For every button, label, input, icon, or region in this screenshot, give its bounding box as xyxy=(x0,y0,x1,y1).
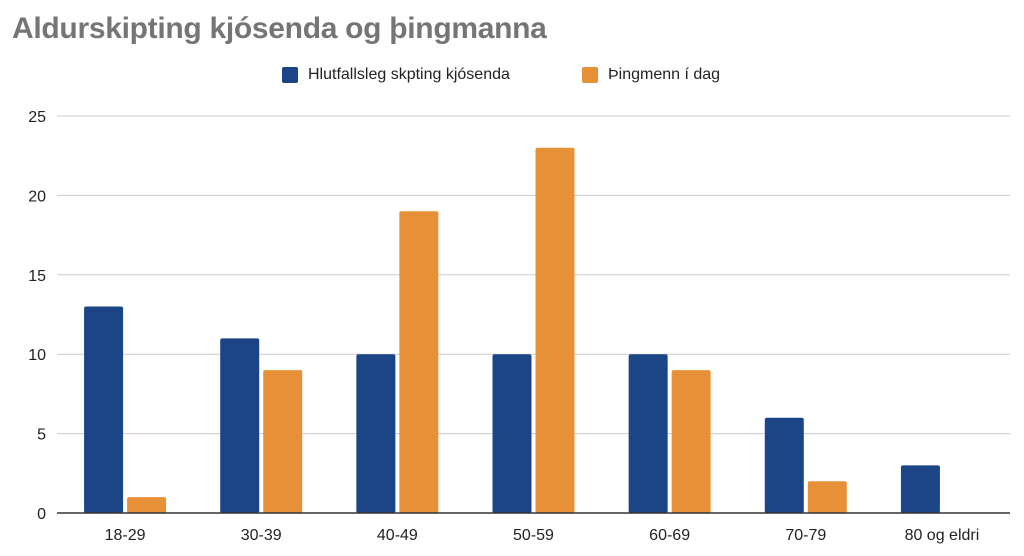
bar-mps-50-59[interactable] xyxy=(535,147,575,513)
bar-mps-30-39[interactable] xyxy=(263,370,303,513)
legend-swatch-mps xyxy=(582,67,598,83)
y-tick-label-15: 15 xyxy=(28,268,46,285)
bar-voters-18-29[interactable] xyxy=(84,306,124,513)
bar-voters-40-49[interactable] xyxy=(356,354,396,513)
x-tick-label-18-29: 18-29 xyxy=(105,527,146,544)
chart-title: Aldurskipting kjósenda og þingmanna xyxy=(12,12,547,45)
bar-mps-70-79[interactable] xyxy=(807,481,847,513)
y-tick-label-25: 25 xyxy=(28,109,46,126)
x-tick-label-60-69: 60-69 xyxy=(649,527,690,544)
x-tick-label-40-49: 40-49 xyxy=(377,527,418,544)
bar-mps-40-49[interactable] xyxy=(399,211,439,513)
bar-voters-70-79[interactable] xyxy=(764,417,804,513)
x-tick-label-80-og-eldri: 80 og eldri xyxy=(905,527,980,544)
legend-item-mps[interactable]: Þingmenn í dag xyxy=(582,66,720,84)
bar-mps-18-29[interactable] xyxy=(127,497,167,513)
legend-label-mps: Þingmenn í dag xyxy=(608,66,721,83)
x-tick-label-30-39: 30-39 xyxy=(241,527,282,544)
legend-swatch-voters xyxy=(282,67,298,83)
bar-voters-50-59[interactable] xyxy=(492,354,532,513)
bar-mps-60-69[interactable] xyxy=(671,370,711,513)
y-tick-label-20: 20 xyxy=(28,188,46,205)
x-tick-label-50-59: 50-59 xyxy=(513,527,554,544)
bar-voters-60-69[interactable] xyxy=(628,354,668,513)
y-tick-label-10: 10 xyxy=(28,347,46,364)
bar-voters-30-39[interactable] xyxy=(220,338,260,513)
legend-label-voters: Hlutfallsleg skpting kjósenda xyxy=(308,66,510,83)
bar-voters-80-og-eldri[interactable] xyxy=(900,465,940,513)
x-tick-label-70-79: 70-79 xyxy=(785,527,826,544)
legend-item-voters[interactable]: Hlutfallsleg skpting kjósenda xyxy=(282,66,510,84)
legend: Hlutfallsleg skpting kjósenda Þingmenn í… xyxy=(0,66,1024,90)
y-tick-label-0: 0 xyxy=(37,506,46,523)
y-tick-label-5: 5 xyxy=(37,427,46,444)
